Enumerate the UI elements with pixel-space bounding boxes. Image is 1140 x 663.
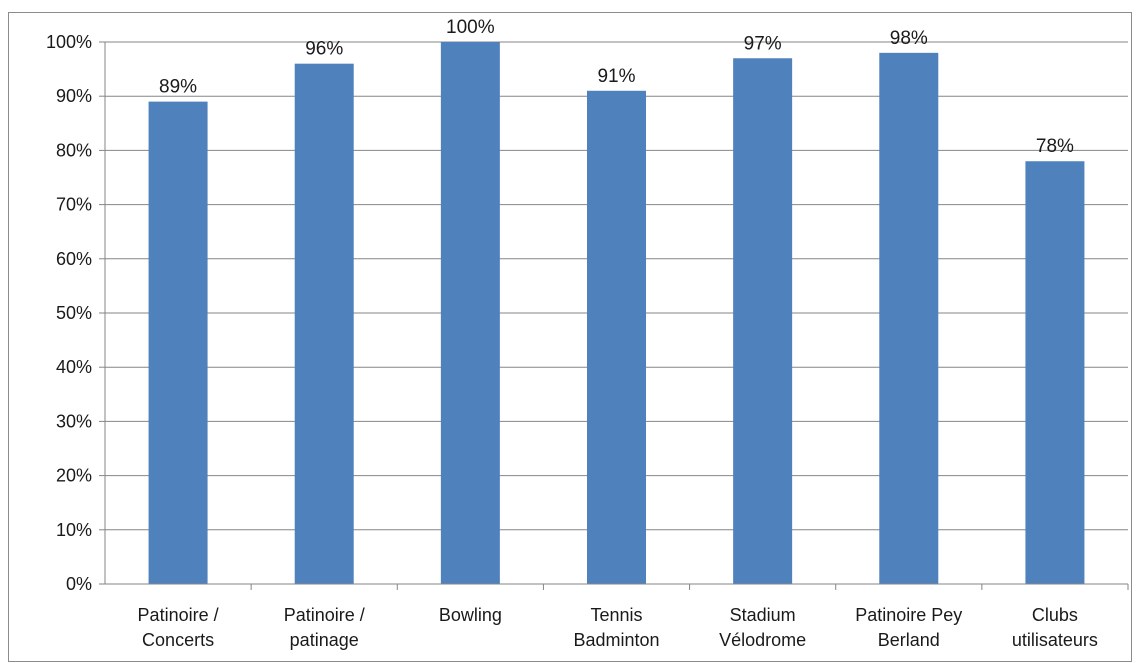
category-label: Patinoire /: [138, 605, 219, 625]
category-label: Vélodrome: [719, 630, 806, 650]
data-label: 96%: [305, 39, 343, 60]
category-label: Patinoire Pey: [855, 605, 962, 625]
bar: [587, 90, 646, 584]
y-tick-label: 90%: [56, 86, 92, 106]
category-label: Tennis: [590, 605, 642, 625]
y-tick-label: 80%: [56, 140, 92, 160]
category-label: Patinoire /: [284, 605, 365, 625]
data-label: 100%: [446, 17, 495, 38]
bar: [294, 63, 354, 585]
bars: [148, 42, 1085, 585]
data-label: 78%: [1036, 136, 1074, 157]
y-tick-label: 70%: [56, 195, 92, 215]
category-label: Concerts: [142, 630, 214, 650]
category-label: Stadium: [730, 605, 796, 625]
category-label: Clubs: [1032, 605, 1078, 625]
y-tick-label: 0%: [66, 574, 92, 594]
data-label: 91%: [597, 66, 635, 87]
bar: [148, 101, 208, 585]
data-label: 89%: [159, 77, 197, 98]
y-tick-label: 100%: [46, 32, 92, 52]
bar: [1025, 161, 1085, 585]
bar: [879, 52, 939, 584]
category-labels: Patinoire / Concerts Patinoire / patinage Bo…: [138, 584, 1129, 650]
bar: [440, 42, 500, 584]
category-label: patinage: [290, 630, 359, 650]
category-label: utilisateurs: [1012, 630, 1098, 650]
y-axis-ticks: 0% 10% 20% 30% 40% 50% 60% 70% 80% 90% 100%: [46, 32, 106, 594]
y-tick-label: 40%: [56, 357, 92, 377]
y-tick-label: 10%: [56, 520, 92, 540]
category-label: Badminton: [573, 630, 659, 650]
data-label: 98%: [890, 28, 928, 49]
y-tick-label: 50%: [56, 303, 92, 323]
data-labels: 89% 96% 100% 91% 97% 98% 78%: [159, 17, 1074, 157]
data-label: 97%: [744, 33, 782, 54]
bar: [733, 58, 793, 584]
y-tick-label: 60%: [56, 249, 92, 269]
y-tick-label: 20%: [56, 466, 92, 486]
category-label: Berland: [878, 630, 940, 650]
y-tick-label: 30%: [56, 411, 92, 431]
category-label: Bowling: [439, 605, 502, 625]
